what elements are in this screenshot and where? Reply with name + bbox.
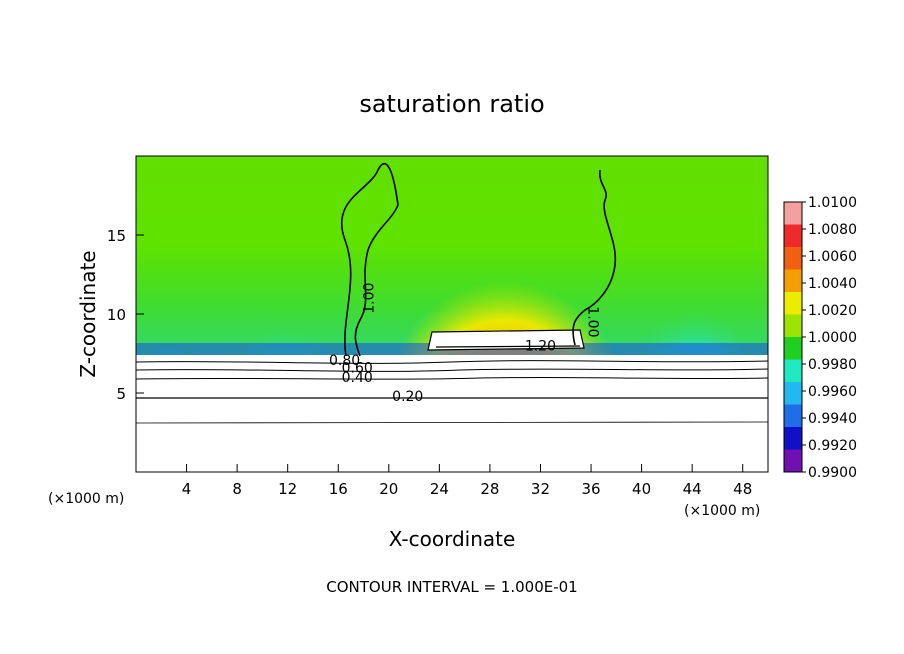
y-tick-label: 5	[116, 385, 126, 403]
lower-region	[136, 355, 768, 472]
x-tick-label: 32	[531, 480, 550, 498]
contour-1.00-left	[340, 162, 399, 357]
x-tick-label: 28	[480, 480, 499, 498]
colorbar-label: 1.0040	[808, 276, 857, 292]
x-axis-unit-right: (×1000 m)	[684, 503, 760, 519]
x-axis-title: X-coordinate	[389, 527, 516, 551]
colorbar-swatch	[784, 404, 802, 428]
colorbar-swatch	[784, 202, 802, 225]
x-tick-label: 16	[329, 480, 348, 498]
x-tick-label: 4	[182, 480, 192, 498]
colorbar-swatch	[784, 427, 802, 450]
colorbar-label: 0.9960	[808, 384, 857, 400]
colorbar-label: 0.9980	[808, 357, 857, 373]
colorbar-swatch	[784, 337, 802, 360]
contour-1.00-right	[572, 169, 617, 346]
chart-title: saturation ratio	[359, 90, 544, 118]
cloud-block	[427, 329, 585, 351]
colorbar-label: 1.0100	[808, 195, 857, 211]
y-axis-title: Z-coordinate	[76, 250, 100, 377]
x-tick-label: 12	[278, 480, 297, 498]
contour-label: 0.60	[342, 361, 373, 377]
x-tick-label: 40	[632, 480, 651, 498]
colorbar-swatch	[784, 359, 802, 383]
colorbar-swatch	[784, 449, 802, 473]
contour-label: 0.40	[342, 370, 373, 386]
contour-0.00	[136, 421, 768, 424]
colorbar-label: 0.9940	[808, 411, 857, 427]
contour-0.40	[136, 376, 768, 380]
colorbar-swatch	[784, 292, 802, 315]
colorbar-swatch	[784, 314, 802, 338]
colorbar-swatch	[784, 247, 802, 270]
x-tick-label: 20	[379, 480, 398, 498]
x-tick-label: 24	[430, 480, 449, 498]
contour-label: 0.20	[392, 389, 423, 405]
colorbar-label: 1.0080	[808, 222, 857, 238]
contour-interval-note: CONTOUR INTERVAL = 1.000E-01	[326, 578, 577, 596]
colorbar-swatch	[784, 382, 802, 405]
contour-0.60	[136, 368, 768, 372]
contour-labels: 0.20 0.400.600.80 1.00 1.00 1.20	[329, 283, 601, 406]
colorbar-swatch	[784, 269, 802, 293]
x-tick-label: 44	[683, 480, 702, 498]
x-axis: 4 8 12 16 20 24 28 32 36 40 44 48	[182, 464, 752, 498]
colorbar-label: 1.0060	[808, 249, 857, 265]
contour-label: 0.80	[329, 353, 360, 369]
colorbar: 1.0100 1.0080 1.0060 1.0040 1.0020 1.0000 0.99…	[783, 195, 857, 481]
contour-0.80	[136, 360, 768, 364]
colorbar-label: 1.0000	[808, 330, 857, 346]
colorbar-swatch	[784, 224, 802, 248]
x-tick-label: 36	[581, 480, 600, 498]
y-tick-label: 10	[107, 306, 126, 324]
x-axis-unit-left: (×1000 m)	[48, 491, 124, 507]
contour-1.20	[435, 345, 581, 348]
x-tick-label: 8	[232, 480, 242, 498]
contour-label: 1.20	[525, 339, 556, 355]
colorbar-label: 0.9900	[808, 465, 857, 481]
y-axis: 5 10 15	[107, 227, 144, 403]
colorbar-label: 0.9920	[808, 438, 857, 454]
plot-area	[136, 156, 768, 472]
contour-label: 1.00	[362, 283, 378, 314]
colorbar-label: 1.0020	[808, 303, 857, 319]
x-tick-label: 48	[733, 480, 752, 498]
contour-label: 1.00	[585, 306, 601, 337]
y-tick-label: 15	[107, 227, 126, 245]
